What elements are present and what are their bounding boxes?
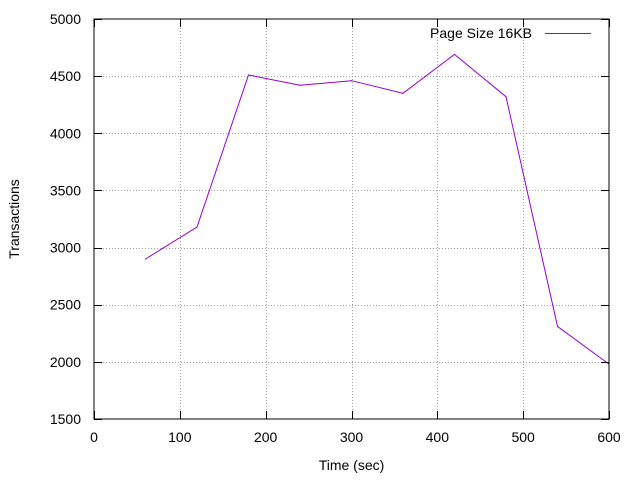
y-tick-label: 5000 <box>50 11 81 27</box>
legend-label: Page Size 16KB <box>430 25 532 41</box>
x-tick-label: 200 <box>254 429 278 445</box>
y-tick-label: 3000 <box>50 240 81 256</box>
data-point <box>144 258 147 260</box>
grid-lines <box>94 19 609 419</box>
data-point <box>350 80 353 82</box>
y-tick-label: 3500 <box>50 182 81 198</box>
y-tick-label: 4500 <box>50 68 81 84</box>
data-point <box>196 226 198 228</box>
y-tick-label: 4000 <box>50 125 81 141</box>
data-point <box>402 92 404 94</box>
x-tick-labels: 0 100 200 300 400 500 600 <box>90 429 621 445</box>
y-tick-label: 1500 <box>50 411 81 427</box>
ticks <box>94 19 610 420</box>
x-tick-label: 0 <box>90 429 98 445</box>
series-line <box>145 53 610 365</box>
y-tick-label: 2000 <box>50 354 81 370</box>
x-tick-label: 500 <box>511 429 535 445</box>
y-tick-labels: 1500 2000 2500 3000 3500 4000 4500 5000 <box>50 11 81 427</box>
plot-frame <box>93 18 610 420</box>
data-point <box>453 53 456 56</box>
x-tick-label: 400 <box>426 429 450 445</box>
y-axis-title: Transactions <box>6 179 22 259</box>
x-axis-title: Time (sec) <box>319 457 385 473</box>
x-tick-label: 300 <box>340 429 364 445</box>
x-tick-label: 600 <box>597 429 621 445</box>
data-point <box>505 96 507 98</box>
data-point <box>299 84 301 86</box>
data-point <box>247 74 250 76</box>
legend: Page Size 16KB <box>430 25 591 41</box>
y-tick-label: 2500 <box>50 297 81 313</box>
x-tick-label: 100 <box>168 429 192 445</box>
data-point <box>556 325 559 328</box>
